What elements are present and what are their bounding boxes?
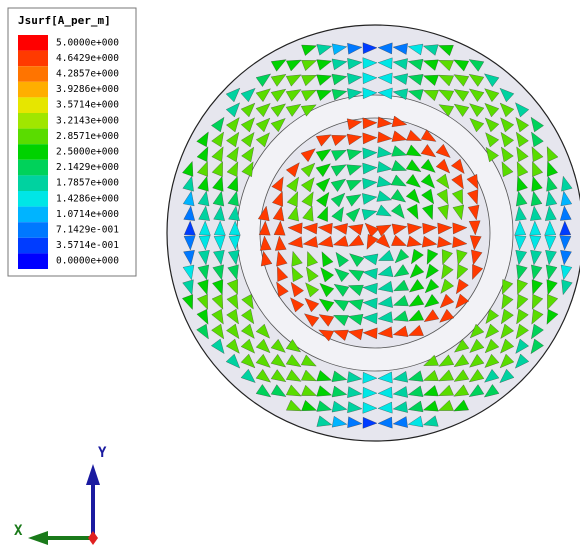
legend-label: 3.5714e-001 xyxy=(56,240,119,251)
legend-swatch xyxy=(18,160,48,176)
legend-label: 4.2857e+000 xyxy=(56,69,119,80)
legend-swatch xyxy=(18,129,48,145)
legend-label: 3.9286e+000 xyxy=(56,84,119,95)
field-view xyxy=(167,25,580,441)
legend-label: 2.1429e+000 xyxy=(56,162,119,173)
legend-swatch xyxy=(18,253,48,269)
x-axis-label: X xyxy=(14,523,23,539)
legend-label: 3.2143e+000 xyxy=(56,115,119,126)
legend-swatch xyxy=(18,222,48,238)
screen: Jsurf[A_per_m] 5.0000e+000 4.6429e+000 4.2… xyxy=(0,0,580,549)
z-axis-head xyxy=(88,531,98,545)
legend-swatch xyxy=(18,66,48,82)
legend-swatch xyxy=(18,144,48,160)
legend-label: 2.5000e+000 xyxy=(56,147,119,158)
x-axis-head xyxy=(28,531,48,545)
legend-swatch xyxy=(18,35,48,51)
legend-label: 5.0000e+000 xyxy=(56,37,119,48)
field-plot: Jsurf[A_per_m] 5.0000e+000 4.6429e+000 4.2… xyxy=(0,0,580,549)
legend-swatch xyxy=(18,238,48,254)
legend-label: 3.5714e+000 xyxy=(56,100,119,111)
legend-label: 1.7857e+000 xyxy=(56,178,119,189)
legend-swatch xyxy=(18,97,48,113)
legend-swatch xyxy=(18,207,48,223)
legend-label: 1.4286e+000 xyxy=(56,193,119,204)
legend-swatch xyxy=(18,191,48,207)
legend-label: 0.0000e+000 xyxy=(56,256,119,267)
legend: 5.0000e+000 4.6429e+000 4.2857e+000 3.9286e… xyxy=(18,35,119,269)
legend-swatch xyxy=(18,113,48,129)
legend-swatch xyxy=(18,51,48,67)
legend-label: 2.8571e+000 xyxy=(56,131,119,142)
legend-swatch xyxy=(18,82,48,98)
legend-label: 7.1429e-001 xyxy=(56,225,119,236)
legend-swatch xyxy=(18,175,48,191)
legend-title: Jsurf[A_per_m] xyxy=(18,14,111,27)
y-axis-head xyxy=(86,464,100,485)
y-axis-label: Y xyxy=(98,445,107,461)
legend-label: 1.0714e+000 xyxy=(56,209,119,220)
legend-label: 4.6429e+000 xyxy=(56,53,119,64)
axis-triad: Y X xyxy=(14,445,107,545)
